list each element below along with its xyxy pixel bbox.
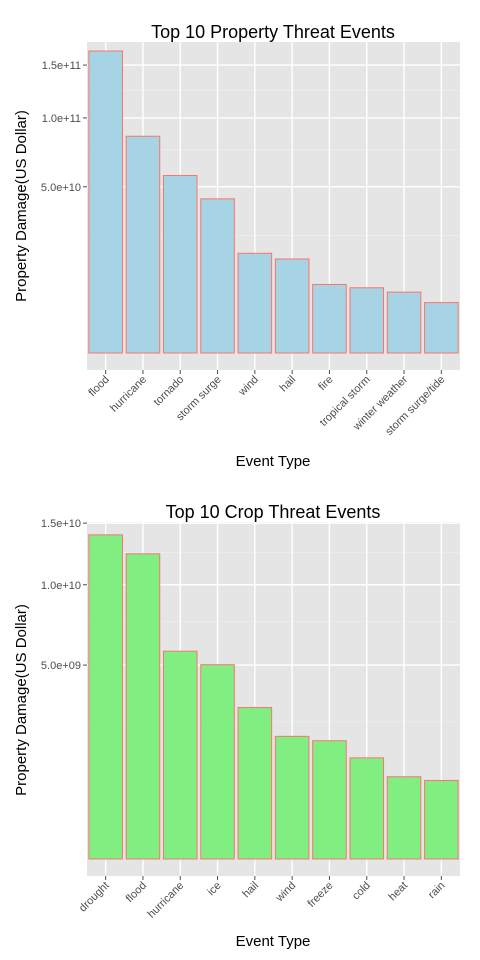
- property-bar-storm-surge-tide: [424, 302, 459, 354]
- crop-bar-hurricane: [162, 650, 198, 860]
- property-y-tick-label: 1.5e+11: [42, 60, 81, 72]
- crop-x-tick-label: heat: [387, 880, 411, 904]
- crop-y-axis-title: Property Damage(US Dollar): [13, 604, 30, 796]
- crop-bars: [88, 534, 459, 860]
- property-bar-wind: [237, 252, 273, 354]
- property-bar-storm-surge: [200, 198, 235, 354]
- property-y-tick-label: 5.0e+10: [41, 182, 81, 194]
- property-y-tick-label: 1.0e+11: [42, 113, 81, 125]
- property-x-tick-label: hurricane: [108, 374, 149, 415]
- crop-x-tick-label: freeze: [305, 880, 335, 910]
- property-y-axis-title: Property Damage(US Dollar): [13, 110, 30, 302]
- property-chart-title: Top 10 Property Threat Events: [151, 22, 395, 42]
- property-bars: [88, 50, 459, 354]
- property-y-ticks: 5.0e+10 1.0e+11 1.5e+11: [41, 60, 87, 194]
- crop-bar-ice: [200, 664, 235, 860]
- crop-y-tick-label: 1.5e+10: [41, 518, 81, 530]
- crop-chart-title: Top 10 Crop Threat Events: [166, 502, 381, 522]
- property-bar-winter-weather: [386, 291, 422, 354]
- crop-x-axis-title: Event Type: [236, 933, 311, 950]
- crop-chart: Top 10 Crop Threat Events 5.0e+09 1.0e+10…: [13, 502, 460, 950]
- property-bar-fire: [312, 283, 347, 354]
- crop-bar-rain: [424, 779, 459, 860]
- crop-x-tick-label: rain: [426, 880, 447, 901]
- property-chart: Top 10 Property Threat Events 5.0e+10 1.0…: [13, 22, 460, 470]
- property-bar-flood: [88, 50, 123, 354]
- property-bar-tropical-storm: [349, 287, 385, 354]
- property-x-tick-label: hail: [278, 374, 299, 395]
- crop-bar-drought: [88, 534, 123, 860]
- property-x-tick-label: tornado: [152, 374, 187, 409]
- crop-y-ticks: 5.0e+09 1.0e+10 1.5e+10: [41, 518, 87, 672]
- crop-x-tick-label: hail: [240, 880, 261, 901]
- crop-y-tick-label: 1.0e+10: [41, 580, 81, 592]
- crop-x-tick-label: cold: [350, 880, 373, 903]
- crop-x-tick-label: flood: [124, 880, 149, 905]
- crop-bar-wind: [274, 735, 310, 860]
- property-x-tick-label: fire: [316, 374, 335, 393]
- crop-x-tick-label: hurricane: [145, 880, 186, 921]
- crop-bar-hail: [237, 707, 273, 860]
- property-x-tick-label: flood: [86, 374, 111, 399]
- property-x-tick-label: wind: [236, 374, 261, 399]
- crop-y-tick-label: 5.0e+09: [41, 660, 81, 672]
- property-bar-hail: [274, 258, 310, 354]
- crop-bar-flood: [125, 553, 161, 860]
- crop-bar-freeze: [312, 740, 347, 860]
- crop-bar-cold: [349, 757, 385, 860]
- crop-x-tick-label: wind: [273, 880, 298, 905]
- property-bar-tornado: [162, 175, 198, 354]
- property-x-axis-title: Event Type: [236, 453, 311, 470]
- crop-x-tick-label: drought: [77, 880, 112, 915]
- crop-bar-heat: [386, 776, 422, 860]
- crop-x-tick-label: ice: [205, 880, 223, 898]
- property-bar-hurricane: [125, 135, 161, 354]
